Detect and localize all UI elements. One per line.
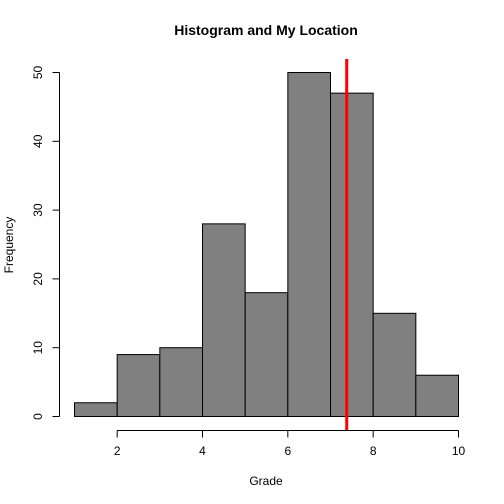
bar: [159, 347, 203, 418]
y-axis-label: Frequency: [2, 217, 16, 274]
x-tick-label: 8: [370, 444, 377, 458]
bar: [330, 92, 374, 417]
y-tick-label: 30: [31, 203, 45, 217]
y-axis: 0 10 20 30 40 50: [31, 66, 60, 420]
x-tick-label: 2: [114, 444, 121, 458]
x-axis-label: Grade: [249, 474, 283, 488]
bar: [244, 292, 289, 417]
y-tick-label: 0: [31, 413, 45, 420]
chart-title: Histogram and My Location: [174, 22, 358, 38]
bar: [202, 223, 246, 417]
y-tick-label: 50: [31, 66, 45, 80]
x-tick-label: 10: [452, 444, 466, 458]
y-tick-label: 40: [31, 134, 45, 148]
bar: [74, 402, 118, 417]
x-tick-label: 6: [284, 444, 291, 458]
x-tick-label: 4: [199, 444, 206, 458]
bar: [116, 354, 161, 417]
bar: [287, 72, 332, 417]
bars: [74, 72, 460, 418]
bar: [372, 312, 417, 417]
x-axis: 2 4 6 8 10: [114, 430, 466, 458]
y-tick-label: 20: [31, 272, 45, 286]
y-tick-label: 10: [31, 341, 45, 355]
bar: [415, 374, 460, 417]
